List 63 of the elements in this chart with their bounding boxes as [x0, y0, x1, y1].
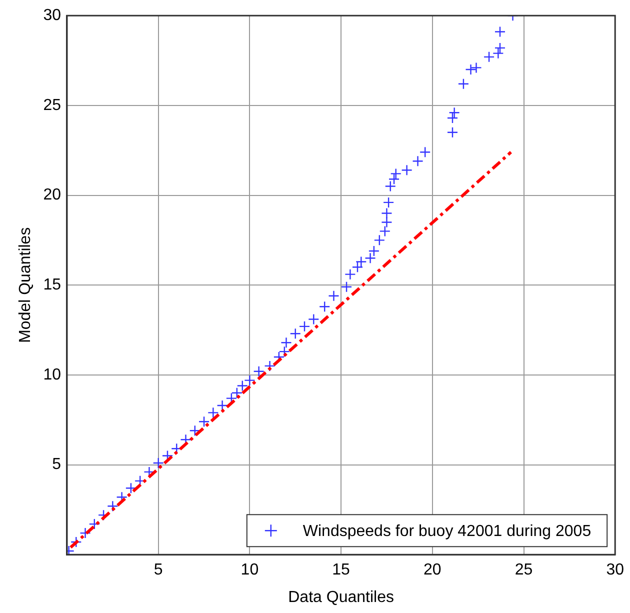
- point: [264, 360, 276, 372]
- point: [483, 51, 495, 63]
- x-tick-label: 25: [514, 562, 533, 579]
- point: [368, 245, 380, 257]
- point: [328, 290, 340, 302]
- y-tick-label: 30: [43, 7, 62, 24]
- point: [401, 164, 412, 176]
- point: [446, 126, 458, 138]
- point: [388, 173, 400, 185]
- point: [381, 216, 392, 228]
- point: [231, 387, 243, 398]
- point: [208, 407, 219, 418]
- y-axis-title: Model Quantiles: [17, 227, 34, 343]
- y-tick-label: 10: [43, 366, 62, 384]
- x-tick-label: 10: [240, 562, 259, 579]
- point: [189, 425, 200, 436]
- point: [236, 380, 248, 392]
- point: [308, 314, 320, 325]
- point: [107, 500, 118, 512]
- point: [244, 374, 256, 386]
- point: [356, 256, 367, 268]
- point: [492, 48, 504, 59]
- y-tick-label: 15: [43, 276, 62, 294]
- point: [319, 301, 330, 312]
- x-axis-title: Data Quantiles: [288, 588, 394, 606]
- point: [381, 208, 392, 219]
- point: [419, 146, 431, 158]
- point: [70, 536, 82, 548]
- y-tick-label: 5: [52, 456, 62, 474]
- point: [465, 64, 476, 76]
- point: [340, 281, 352, 292]
- point: [374, 234, 386, 246]
- point: [88, 518, 100, 530]
- point: [494, 42, 506, 54]
- point: [198, 416, 210, 428]
- point: [152, 457, 164, 469]
- point: [80, 527, 91, 539]
- point: [390, 168, 402, 180]
- point: [379, 226, 390, 237]
- point: [364, 252, 376, 264]
- point: [470, 62, 482, 74]
- point: [216, 400, 228, 412]
- point: [384, 180, 396, 192]
- y-tick-label: 25: [43, 96, 62, 114]
- point: [280, 336, 292, 348]
- point: [278, 346, 290, 358]
- x-tick-label: 20: [424, 562, 442, 579]
- point: [494, 26, 506, 38]
- point: [448, 107, 460, 118]
- point: [446, 112, 458, 124]
- x-tick-label: 5: [154, 562, 163, 579]
- point: [290, 328, 301, 340]
- point: [253, 366, 264, 377]
- x-tick-label: 30: [606, 562, 624, 579]
- point: [352, 262, 364, 273]
- point: [458, 78, 470, 90]
- point: [344, 268, 356, 280]
- legend-label: Windspeeds for buoy 42001 during 2005: [302, 523, 592, 540]
- point: [412, 156, 424, 167]
- point: [382, 196, 394, 208]
- point: [298, 320, 310, 332]
- y-tick-label: 20: [43, 186, 62, 204]
- x-tick-label: 15: [332, 562, 350, 579]
